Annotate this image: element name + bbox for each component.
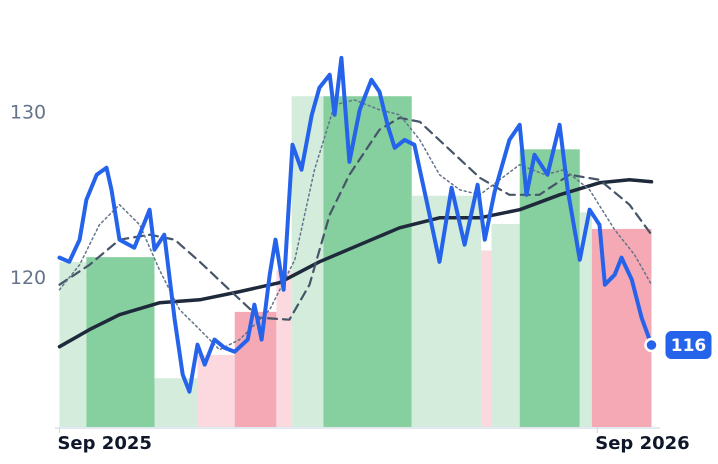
band xyxy=(197,355,235,428)
series-line xyxy=(58,99,653,351)
band xyxy=(491,223,520,428)
y-tick-label: 130 xyxy=(10,101,46,123)
band xyxy=(481,250,492,428)
last-value-label: 116 xyxy=(671,336,707,356)
last-point xyxy=(644,337,659,353)
band xyxy=(579,212,592,428)
band xyxy=(411,195,482,428)
x-tick-label: Sep 2026 xyxy=(595,433,689,454)
y-tick-label: 120 xyxy=(10,267,46,289)
x-tick-label: Sep 2025 xyxy=(57,433,151,454)
series-line xyxy=(57,178,654,349)
band xyxy=(323,96,412,428)
band xyxy=(86,257,155,428)
band xyxy=(234,311,277,428)
series-line xyxy=(57,55,654,394)
last-value-badge xyxy=(665,331,712,360)
band xyxy=(276,270,292,428)
